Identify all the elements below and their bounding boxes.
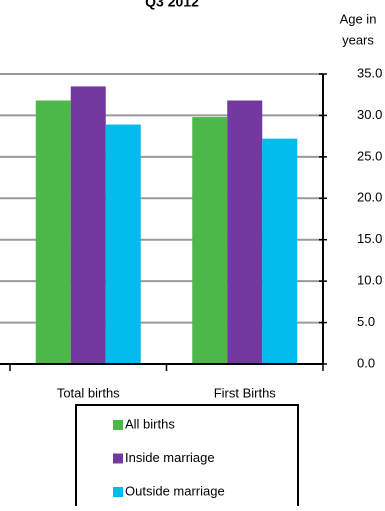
y-tick-label: 20.0: [357, 190, 382, 205]
bar: [70, 86, 106, 364]
y-tick-label: 10.0: [357, 273, 382, 288]
y-axis-label: Age in: [340, 11, 377, 26]
y-tick-label: 35.0: [357, 65, 382, 80]
legend-label: Inside marriage: [125, 450, 215, 465]
bar: [105, 124, 141, 365]
legend-label: Outside marriage: [125, 483, 225, 498]
bar: [227, 100, 263, 364]
legend-swatch: [113, 453, 123, 464]
y-tick-label: 0.0: [357, 355, 375, 370]
bar: [35, 100, 71, 364]
chart-title: Q3 2012: [145, 0, 199, 10]
y-tick-label: 25.0: [357, 148, 382, 163]
y-tick-label: 15.0: [357, 231, 382, 246]
bar: [192, 117, 228, 364]
y-tick-label: 30.0: [357, 107, 382, 122]
legend-swatch: [113, 420, 123, 430]
bar: [262, 138, 298, 364]
x-tick-label: Total births: [57, 385, 120, 400]
x-tick-label: First Births: [214, 385, 277, 400]
y-tick-label: 5.0: [357, 314, 375, 329]
legend-label: All births: [125, 416, 175, 431]
legend-swatch: [113, 487, 123, 497]
y-axis-label: years: [342, 32, 374, 47]
